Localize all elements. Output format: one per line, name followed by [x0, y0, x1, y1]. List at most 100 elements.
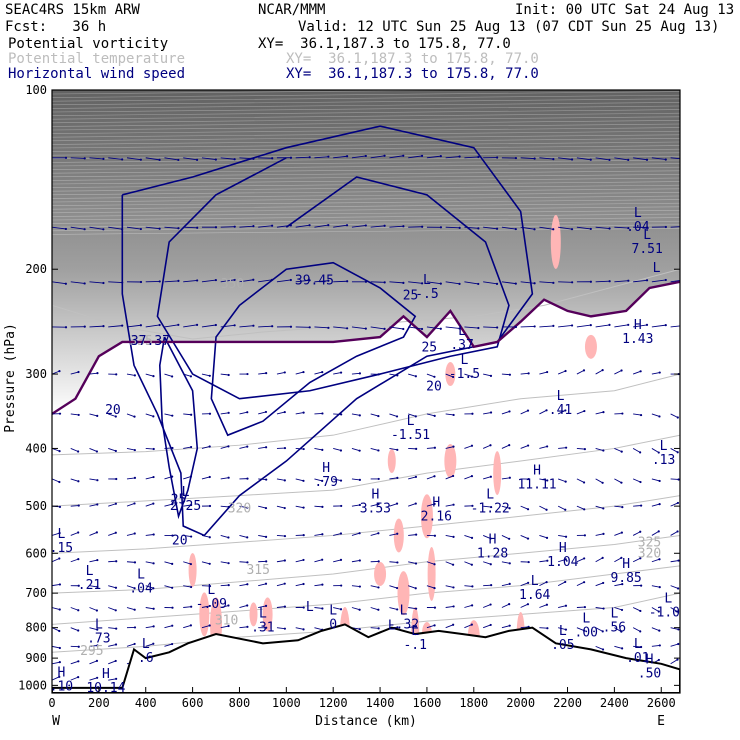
wind-vector [670, 502, 679, 507]
x-tick-label: 1200 [319, 696, 348, 710]
wind-vector-head [283, 534, 287, 538]
wind-vector-head [83, 157, 86, 160]
model-name: SEAC4RS 15km ARW [5, 2, 140, 18]
wind-vector-head [421, 282, 424, 285]
wind-vector-head [452, 445, 455, 448]
wind-vector [220, 605, 229, 608]
wind-vector [183, 585, 192, 588]
wind-vector-head [302, 558, 305, 562]
wind-vector-head [545, 581, 548, 584]
wind-vector-head [133, 415, 136, 418]
stratosphere-hatch-line [52, 130, 680, 138]
wind-vector-head [582, 369, 586, 372]
wind-vector [539, 560, 548, 563]
wind-vector-head [77, 609, 80, 612]
wind-vector-head [358, 372, 362, 375]
extremum-marker: L [259, 607, 267, 622]
wind-vector [52, 676, 60, 681]
wind-vector [482, 444, 491, 449]
stratosphere-hatch-line [52, 159, 680, 167]
wind-vector-head [477, 227, 480, 230]
wind-vector-head [302, 411, 305, 414]
wind-vector [464, 445, 473, 449]
wind-vector [445, 326, 460, 329]
wind-vector-head [508, 582, 511, 585]
wind-vector [89, 157, 104, 160]
wind-vector [52, 226, 66, 230]
wind-vector-head [489, 623, 492, 627]
wind-vector [145, 373, 154, 377]
wind-vector [370, 225, 385, 228]
wind-vector [201, 324, 216, 328]
wind-vector [145, 625, 154, 629]
legend-pv-name: Potential vorticity [8, 36, 169, 52]
wind-vector [351, 478, 360, 481]
positive-pv-patch [387, 449, 396, 474]
wind-vector [408, 534, 417, 536]
wind-vector-head [252, 157, 255, 160]
wind-vector [70, 371, 79, 375]
extremum-marker: L [306, 600, 314, 615]
wind-vector-head [114, 415, 117, 418]
wind-vector [314, 559, 323, 563]
wind-vector-head [227, 624, 230, 628]
x-tick-label: 1800 [459, 696, 488, 710]
wind-vector [445, 534, 454, 538]
wind-vector [108, 560, 117, 563]
wind-vector [539, 325, 554, 328]
wind-vector-head [657, 451, 660, 454]
wind-vector [89, 413, 98, 417]
wind-vector-head [683, 279, 685, 281]
wind-vector-head [508, 603, 511, 606]
wind-vector [183, 413, 192, 416]
wind-vector [351, 448, 360, 452]
wind-vector-head [114, 659, 117, 663]
wind-vector-head [271, 157, 274, 160]
wind-vector-head [420, 154, 424, 157]
wind-vector-head [177, 158, 180, 162]
wind-vector-head [565, 446, 568, 449]
wind-vector-head [339, 449, 343, 452]
wind-vector [276, 583, 285, 587]
wind-vector-head [190, 605, 193, 608]
wind-vector [614, 324, 629, 328]
wind-vector-head [189, 585, 193, 589]
wind-vector-head [477, 155, 480, 159]
wind-vector [501, 410, 510, 415]
wind-vector-head [402, 327, 405, 331]
wind-vector [239, 505, 248, 509]
wind-vector [370, 503, 379, 507]
wind-vector-head [620, 630, 623, 633]
wind-vector [576, 369, 585, 375]
wind-vector-head [646, 226, 649, 229]
wind-vector-head [658, 415, 661, 418]
wind-vector-head [190, 413, 193, 416]
wind-vector [614, 226, 629, 229]
wind-vector-head [546, 627, 549, 630]
wind-vector [576, 324, 591, 328]
wind-vector [539, 535, 548, 539]
wind-vector-head [533, 157, 536, 160]
wind-vector [295, 371, 304, 375]
isentrope-label: 325 [638, 536, 661, 551]
wind-vector-head [608, 280, 611, 283]
wind-vector-head [602, 607, 605, 610]
wind-vector-head [58, 608, 61, 611]
wind-vector [70, 505, 79, 507]
wind-vector [558, 226, 573, 230]
wind-vector [595, 533, 604, 536]
wind-vector [464, 604, 473, 608]
wind-vector-head [83, 282, 86, 285]
wind-vector [464, 326, 479, 329]
legend-pv-xy: XY= 36.1,187.3 to 175.8, 77.0 [258, 36, 511, 52]
stratosphere-hatch-line [52, 123, 680, 131]
wind-vector [520, 410, 529, 415]
wind-vector [670, 627, 679, 630]
wind-vector [670, 448, 678, 453]
wind-vector-head [58, 646, 61, 650]
wind-vector-head [364, 224, 367, 227]
extremum-marker: L [486, 488, 494, 503]
wind-vector-head [639, 630, 642, 633]
wind-vector [426, 585, 435, 589]
